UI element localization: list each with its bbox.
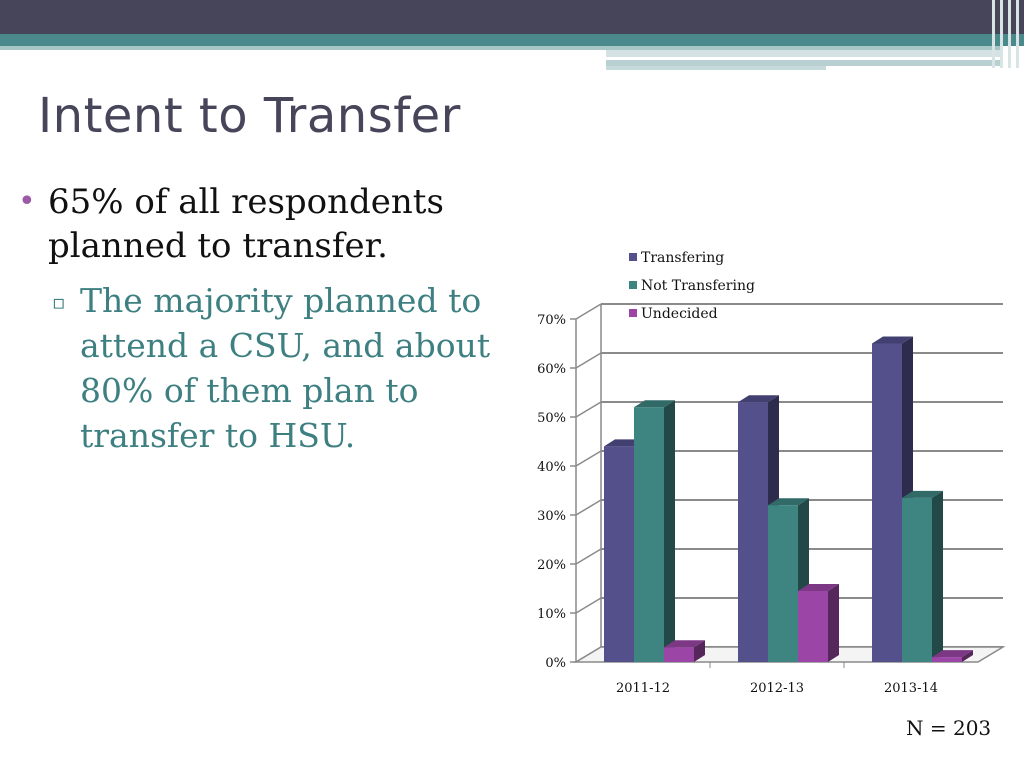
y-tick-label: 40% [537, 460, 566, 475]
legend-label: Not Transfering [641, 278, 755, 294]
bar [604, 446, 634, 662]
sample-size-note: N = 203 [906, 716, 992, 740]
decor-strip [606, 66, 826, 70]
bar-side [828, 583, 839, 662]
y-tick-label: 70% [537, 313, 566, 328]
y-tick-label: 60% [537, 362, 566, 377]
x-tick-label: 2012-13 [750, 681, 804, 696]
bar [902, 497, 932, 662]
bar-chart: 0% 10% 20% 30% 40% 50% 60% 70% 2011-12 2012-13 201… [537, 250, 1006, 696]
bar-top [738, 395, 779, 403]
gridline-side [575, 303, 602, 320]
decor-strip [606, 60, 1000, 66]
bullet-main: • 65% of all respondents planned to tran… [18, 180, 468, 268]
bar [738, 402, 768, 662]
gridline-side [575, 450, 602, 467]
bar-side [664, 400, 675, 662]
bar-top [798, 583, 839, 591]
bullet-square-icon: ▫ [52, 290, 66, 314]
bar [798, 590, 828, 662]
legend-swatch [629, 253, 637, 261]
bullet-sub: ▫ The majority planned to attend a CSU, … [52, 278, 492, 458]
decor-vertical-stripes [990, 0, 1024, 68]
legend-swatch [629, 281, 637, 289]
bullet-dot-icon: • [18, 184, 36, 219]
legend-label: Undecided [641, 306, 718, 322]
y-tick-label: 30% [537, 509, 566, 524]
gridline-side [575, 597, 602, 614]
legend-label: Transfering [641, 250, 724, 266]
bar [664, 647, 694, 662]
gridline-side [575, 401, 602, 418]
bar [634, 407, 664, 662]
decor-strip [606, 50, 1000, 57]
bar-side [932, 490, 943, 662]
bar-top [634, 400, 675, 408]
bar-side [694, 640, 705, 662]
bar [932, 657, 962, 662]
bar-top [872, 336, 913, 344]
page-title: Intent to Transfer [38, 88, 461, 144]
y-tick-label: 10% [537, 607, 566, 622]
gridline-side [575, 352, 602, 369]
header-bar [0, 0, 1024, 34]
bar-top [664, 640, 705, 648]
bar-side [962, 650, 973, 662]
teal-band [0, 34, 1024, 46]
legend-swatch [629, 309, 637, 317]
bar-top [932, 650, 973, 658]
x-tick-label: 2011-12 [616, 681, 670, 696]
bullet-sub-text: The majority planned to attend a CSU, an… [80, 281, 491, 455]
x-tick-label: 2013-14 [884, 681, 938, 696]
bar [872, 343, 902, 662]
y-tick-label: 50% [537, 411, 566, 426]
bar-top [768, 498, 809, 506]
bullet-main-text: 65% of all respondents planned to transf… [48, 182, 444, 266]
y-tick-label: 0% [545, 656, 566, 671]
gridline-side [575, 548, 602, 565]
gridline-side [575, 499, 602, 516]
teal-band-light [0, 46, 1000, 50]
bar [768, 505, 798, 662]
bar-top [902, 490, 943, 498]
y-tick-label: 20% [537, 558, 566, 573]
